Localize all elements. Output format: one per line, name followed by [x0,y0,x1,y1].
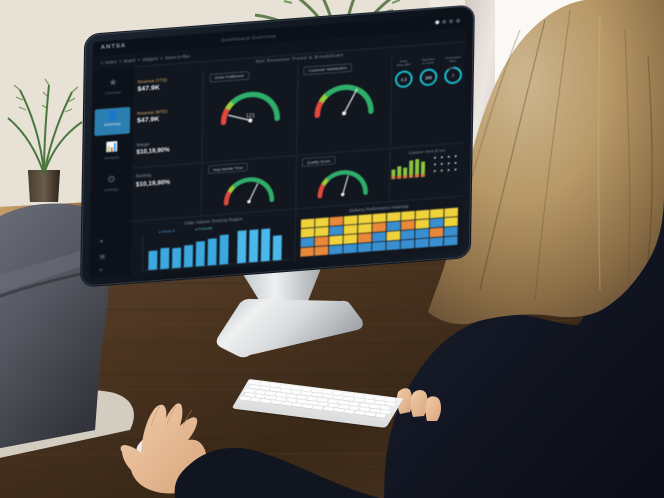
svg-text:4.3: 4.3 [401,77,408,82]
svg-text:7: 7 [452,73,455,78]
svg-text:286: 286 [425,75,433,80]
svg-text:121: 121 [245,113,254,120]
